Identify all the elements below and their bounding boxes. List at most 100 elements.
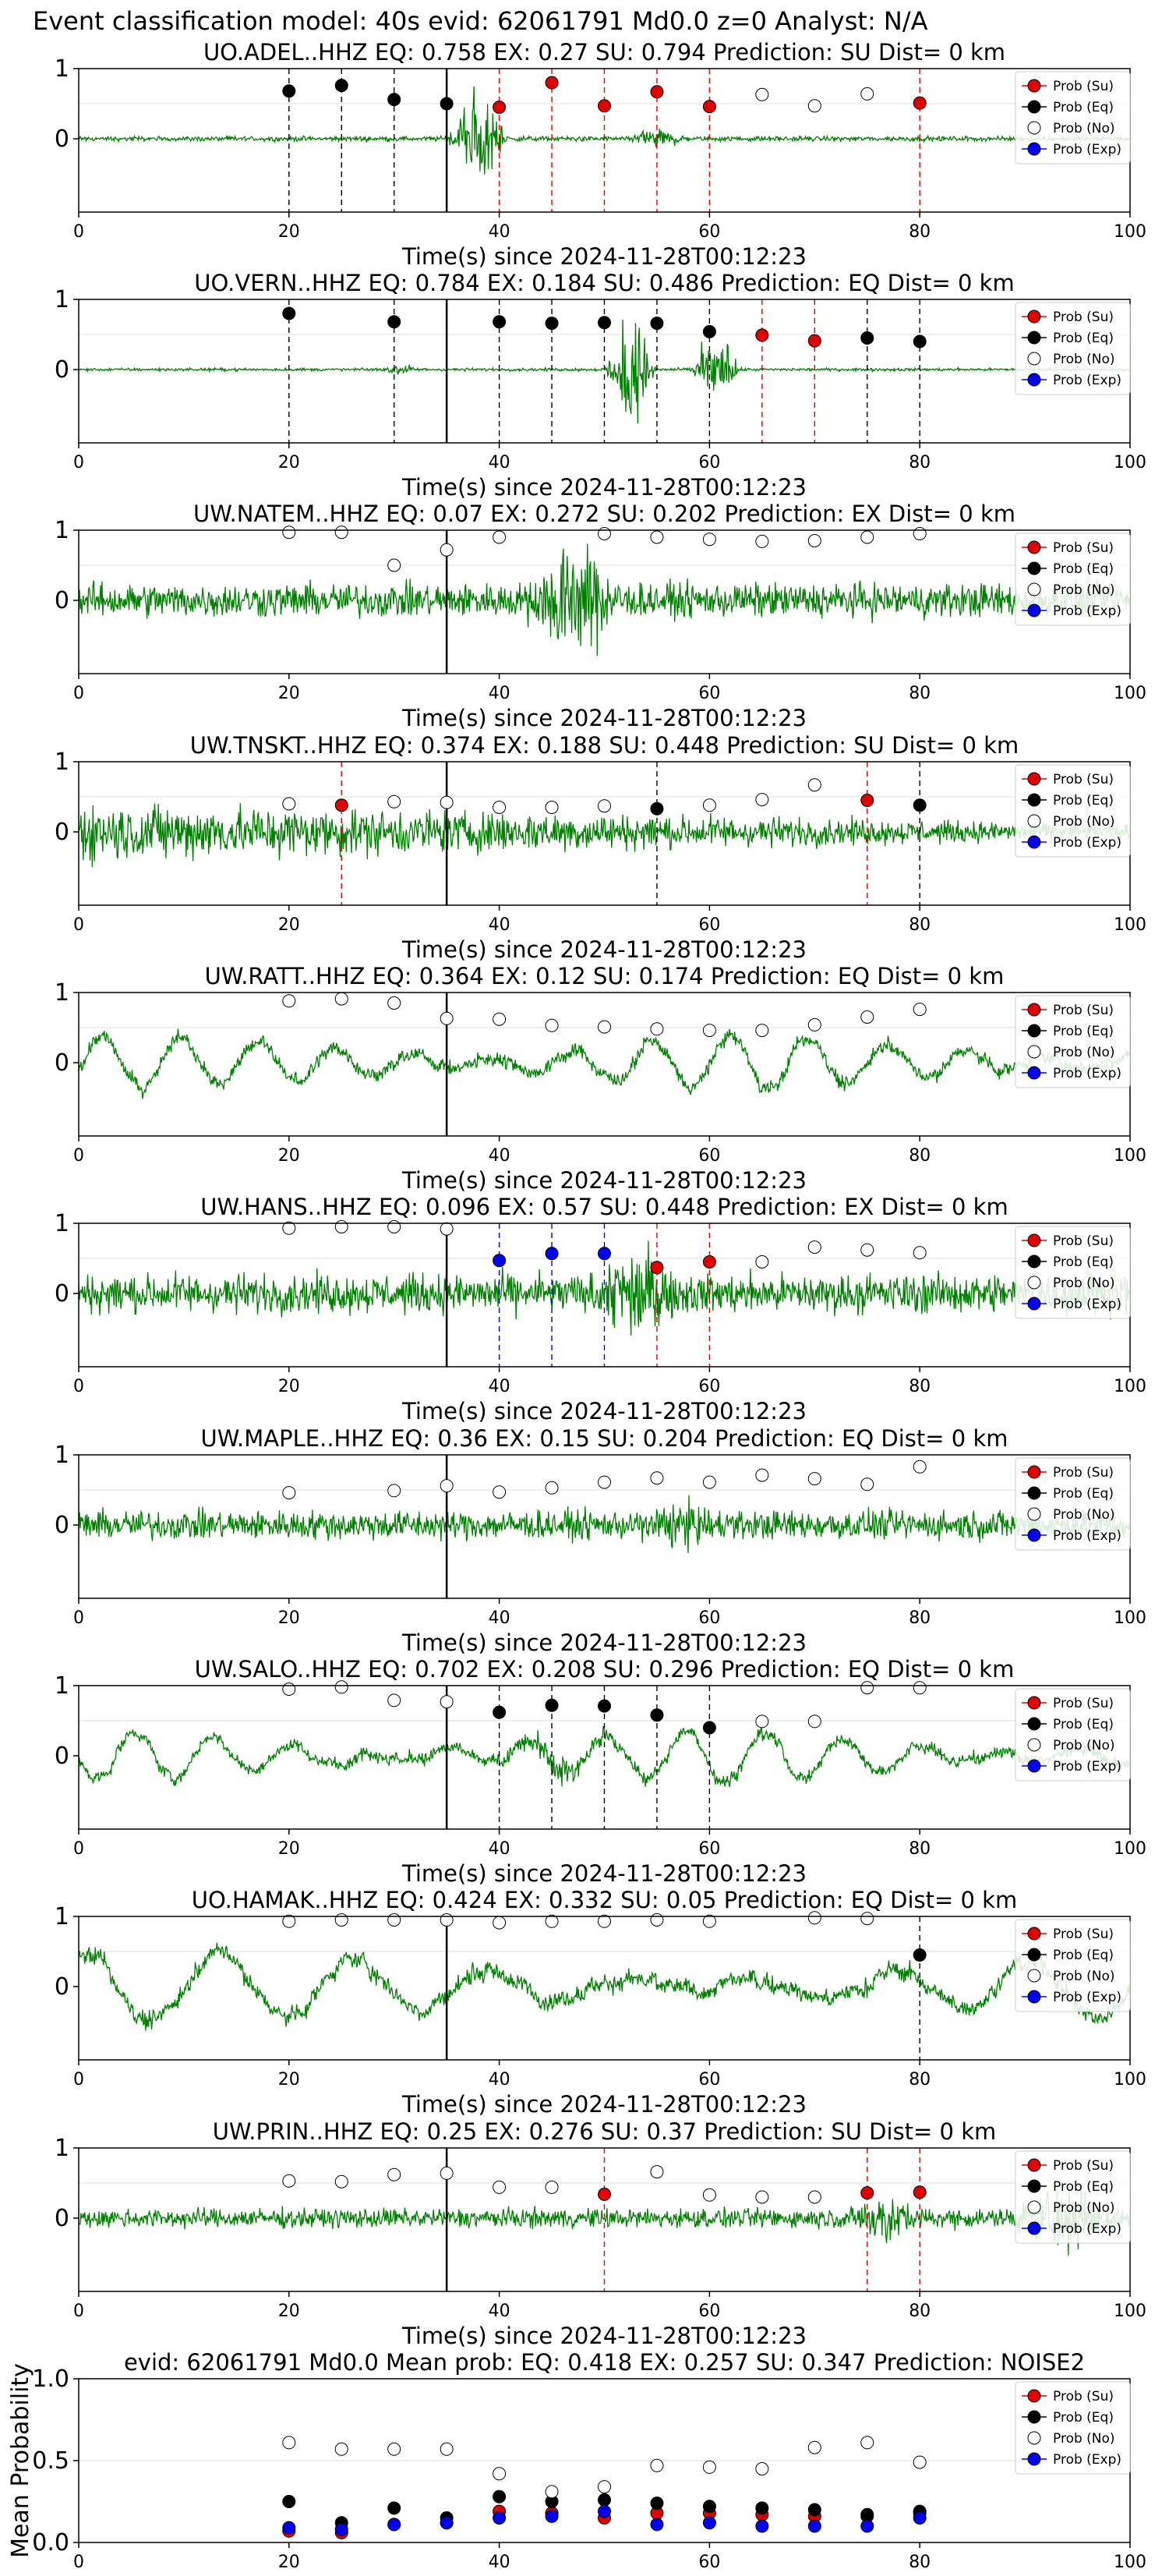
prob-marker <box>387 1220 401 1233</box>
legend-box <box>1015 764 1131 858</box>
y-tick-label: 0 <box>55 819 69 846</box>
x-tick-label: 0 <box>73 915 84 935</box>
legend-marker <box>1027 1948 1041 1962</box>
prob-marker <box>598 1247 611 1261</box>
prob-marker <box>493 1916 507 1930</box>
legend-label: Prob (Exp) <box>1053 142 1121 157</box>
prob-marker <box>860 1010 874 1024</box>
x-tick-label: 40 <box>489 1608 510 1628</box>
legend-marker <box>1027 1990 1041 2004</box>
prob-marker <box>598 1475 611 1489</box>
legend-label: Prob (Exp) <box>1053 1066 1121 1081</box>
legend-marker <box>1027 2410 1041 2424</box>
prob-marker <box>860 1681 874 1695</box>
x-tick-label: 80 <box>909 2070 931 2089</box>
prob-marker <box>282 797 296 811</box>
legend-marker <box>1027 121 1041 135</box>
legend-label: Prob (Exp) <box>1053 2221 1121 2237</box>
legend-marker <box>1027 2158 1041 2172</box>
x-tick-label: 20 <box>278 2070 300 2089</box>
y-tick-label: 1.0 <box>32 2365 69 2393</box>
legend-marker <box>1027 1486 1041 1500</box>
legend-marker <box>1027 352 1041 366</box>
legend-marker <box>1027 100 1041 114</box>
prob-marker <box>807 534 821 547</box>
mean-prob-marker <box>598 2493 611 2507</box>
mean-prob-marker <box>702 2516 716 2530</box>
legend-marker <box>1027 2200 1041 2214</box>
legend-label: Prob (No) <box>1053 582 1115 598</box>
prob-marker <box>755 1714 769 1729</box>
legend-label: Prob (Su) <box>1053 79 1114 94</box>
prob-marker <box>702 100 716 114</box>
legend-label: Prob (Exp) <box>1053 835 1121 851</box>
x-tick-label: 20 <box>278 1839 300 1859</box>
legend-label: Prob (Eq) <box>1053 100 1114 115</box>
legend-label: Prob (Su) <box>1053 1003 1114 1018</box>
x-axis-label: Time(s) since 2024-11-28T00:12:23 <box>401 705 807 731</box>
legend-label: Prob (Su) <box>1053 1233 1114 1249</box>
subplot-3: UW.NATEM..HHZ EQ: 0.07 EX: 0.272 SU: 0.2… <box>55 501 1146 731</box>
prob-marker <box>598 799 611 813</box>
x-tick-label: 20 <box>278 1608 300 1628</box>
mean-prob-marker <box>860 2507 874 2521</box>
waveform-trace <box>78 543 1131 656</box>
legend-label: Prob (Eq) <box>1053 2410 1114 2426</box>
prob-marker <box>913 2185 927 2199</box>
prob-marker <box>545 1698 559 1712</box>
mean-prob-marker <box>702 2460 716 2474</box>
subplot-title: evid: 62061791 Md0.0 Mean prob: EQ: 0.41… <box>124 2349 1085 2376</box>
legend-marker <box>1027 793 1041 807</box>
legend-marker <box>1027 1066 1041 1080</box>
legend-label: Prob (Exp) <box>1053 1528 1121 1544</box>
prob-marker <box>282 525 296 540</box>
prob-marker <box>440 2166 454 2180</box>
y-tick-label: 1 <box>55 1442 69 1469</box>
legend-marker <box>1027 2179 1041 2193</box>
prob-marker <box>387 93 401 107</box>
prob-marker <box>860 1243 874 1257</box>
x-tick-label: 100 <box>1114 2553 1146 2572</box>
legend-marker <box>1027 1738 1041 1752</box>
mean-prob-marker <box>650 2496 664 2511</box>
prob-marker <box>282 1221 296 1235</box>
mean-prob-marker <box>807 2440 821 2454</box>
prob-marker <box>650 1261 664 1275</box>
waveform-trace <box>78 1028 1131 1099</box>
prob-marker <box>598 2187 611 2201</box>
prob-marker <box>913 1003 927 1017</box>
x-tick-label: 60 <box>698 222 720 242</box>
prob-marker <box>334 798 348 812</box>
legend-label: Prob (Eq) <box>1053 331 1114 346</box>
mean-prob-marker <box>387 2442 401 2456</box>
legend-marker <box>1027 1696 1041 1710</box>
y-tick-label: 0 <box>55 1049 69 1077</box>
mean-prob-marker <box>334 2522 348 2536</box>
y-tick-label: 1 <box>55 286 69 313</box>
subplot-5: UW.RATT..HHZ EQ: 0.364 EX: 0.12 SU: 0.17… <box>55 963 1146 1194</box>
prob-marker <box>807 334 821 348</box>
prob-marker <box>755 793 769 807</box>
prob-marker <box>755 1255 769 1269</box>
legend-marker <box>1027 1233 1041 1247</box>
x-axis-label: Time(s) since 2024-11-28T00:12:23 <box>401 243 807 270</box>
prob-marker <box>807 778 821 792</box>
legend-marker <box>1027 561 1041 575</box>
prob-marker <box>807 1911 821 1925</box>
legend-box <box>1015 2381 1131 2475</box>
y-tick-label: 0.5 <box>32 2447 69 2475</box>
legend-marker <box>1027 310 1041 324</box>
x-tick-label: 80 <box>909 222 931 242</box>
prob-marker <box>755 534 769 548</box>
legend-label: Prob (Eq) <box>1053 2179 1114 2195</box>
legend-marker <box>1027 540 1041 554</box>
legend-marker <box>1027 2221 1041 2235</box>
legend-label: Prob (Eq) <box>1053 1486 1114 1502</box>
prob-marker <box>807 2190 821 2204</box>
prob-marker <box>913 1681 927 1695</box>
subplot-title: UW.RATT..HHZ EQ: 0.364 EX: 0.12 SU: 0.17… <box>205 963 1005 989</box>
x-tick-label: 40 <box>489 2302 510 2321</box>
x-tick-label: 80 <box>909 1608 931 1628</box>
x-tick-label: 0 <box>73 2302 84 2321</box>
legend-label: Prob (No) <box>1053 2200 1115 2216</box>
